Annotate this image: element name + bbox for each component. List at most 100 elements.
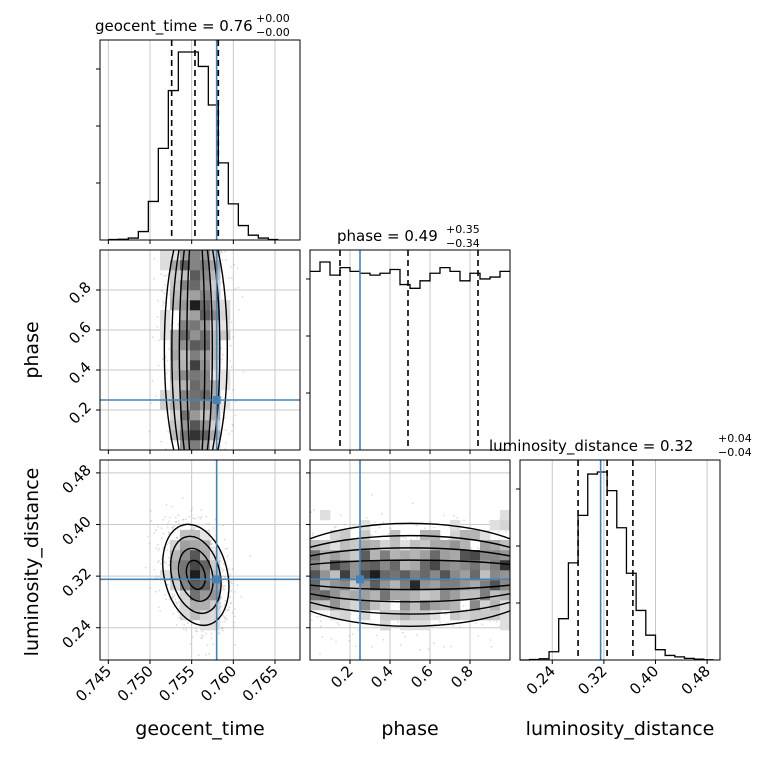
panel-content xyxy=(310,460,510,660)
sample-point xyxy=(229,573,232,576)
sample-point xyxy=(164,283,166,286)
sample-point xyxy=(313,508,315,511)
sample-point xyxy=(348,635,351,637)
sample-point xyxy=(450,645,452,648)
density-cell xyxy=(180,380,191,391)
sample-point xyxy=(146,535,149,538)
density-cell xyxy=(180,540,191,551)
sample-point xyxy=(224,617,226,620)
density-cell xyxy=(200,410,211,421)
sample-point xyxy=(172,596,175,599)
sample-point xyxy=(497,531,500,533)
density-cell xyxy=(190,270,201,281)
sample-point xyxy=(158,560,160,562)
sample-point xyxy=(212,643,214,646)
sample-point xyxy=(151,379,154,382)
sample-point xyxy=(188,515,191,518)
sample-point xyxy=(223,576,226,579)
density-cell xyxy=(190,330,201,341)
sample-point xyxy=(221,629,224,632)
density-cell xyxy=(200,550,211,561)
sample-point xyxy=(225,442,227,444)
sample-point xyxy=(388,532,390,535)
density-cell xyxy=(180,300,191,311)
sample-point xyxy=(236,584,239,587)
sample-point xyxy=(156,316,159,318)
sample-point xyxy=(174,521,177,523)
sample-point xyxy=(175,536,178,539)
sample-point xyxy=(232,425,235,427)
sample-point xyxy=(161,290,163,292)
sample-point xyxy=(352,524,355,527)
sample-point xyxy=(230,321,233,323)
sample-point xyxy=(220,568,223,570)
density-cell xyxy=(170,570,181,581)
sample-point xyxy=(224,250,227,253)
sample-point xyxy=(404,635,406,638)
density-cell xyxy=(220,310,231,321)
density-cell xyxy=(210,310,221,321)
density-cell xyxy=(220,330,231,341)
sample-point xyxy=(225,609,227,612)
sample-point xyxy=(153,532,156,534)
sample-point xyxy=(148,430,151,433)
density-cell xyxy=(190,530,201,541)
sample-point xyxy=(399,644,402,646)
sample-point xyxy=(351,633,354,635)
sample-point xyxy=(154,590,157,593)
sample-point xyxy=(452,624,454,627)
sample-point xyxy=(242,370,245,373)
sample-point xyxy=(174,516,177,519)
sample-point xyxy=(224,429,227,431)
sample-point xyxy=(380,512,383,515)
sample-point xyxy=(210,547,213,549)
density-cell xyxy=(190,350,201,361)
density-cell xyxy=(190,600,201,611)
density-cell xyxy=(200,600,211,611)
sample-point xyxy=(165,274,168,277)
density-cell xyxy=(200,300,211,311)
sample-point xyxy=(238,309,240,311)
sample-point xyxy=(443,646,445,648)
density-cell xyxy=(210,560,221,571)
sample-point xyxy=(229,360,232,363)
sample-point xyxy=(194,517,197,520)
density-cell xyxy=(180,590,191,601)
density-cell xyxy=(160,250,171,261)
panel-frame xyxy=(99,459,301,661)
density-cell xyxy=(190,580,201,591)
sample-point xyxy=(150,520,153,522)
sample-point xyxy=(208,523,211,525)
sample-point xyxy=(397,621,400,623)
sample-point xyxy=(343,523,346,526)
sample-point xyxy=(229,602,232,605)
sample-point xyxy=(249,555,252,557)
sample-point xyxy=(200,637,203,639)
density-cell xyxy=(210,270,221,281)
sample-point xyxy=(228,277,230,279)
density-cell xyxy=(180,340,191,351)
sample-point xyxy=(178,616,180,619)
density-cell xyxy=(170,250,181,261)
sample-point xyxy=(228,606,231,609)
sample-point xyxy=(151,336,154,338)
sample-point xyxy=(163,274,165,277)
density-cell xyxy=(220,370,231,381)
density-cell xyxy=(210,250,221,261)
sample-point xyxy=(241,295,244,298)
density-cell xyxy=(190,260,201,271)
sample-point xyxy=(173,594,176,597)
density-cell xyxy=(180,280,191,291)
sample-point xyxy=(240,595,243,598)
sample-point xyxy=(205,654,207,656)
density-cell xyxy=(210,620,221,631)
sample-point xyxy=(227,432,230,435)
sample-point xyxy=(185,627,188,629)
sample-point xyxy=(150,402,153,405)
density-cell xyxy=(190,570,201,581)
sample-point xyxy=(205,515,208,518)
sample-point xyxy=(505,531,507,533)
sample-point xyxy=(176,537,179,540)
density-cell xyxy=(170,340,181,351)
